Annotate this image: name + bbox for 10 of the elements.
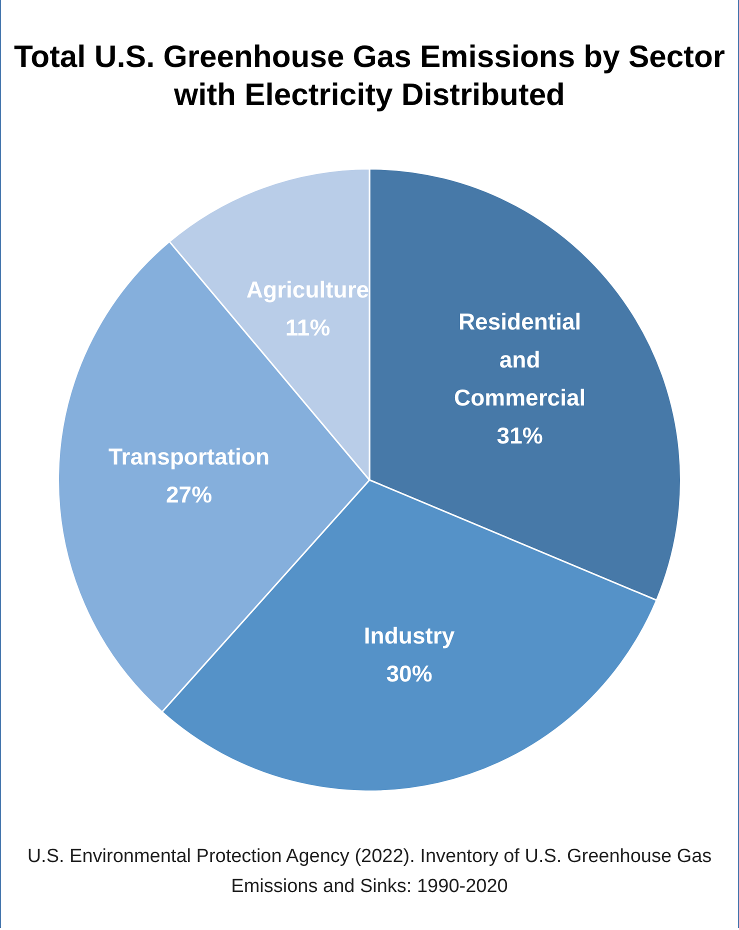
chart-title: Total U.S. Greenhouse Gas Emissions by Sector with Electricity Distributed [13,38,726,114]
slice-label: Agriculture [246,276,370,303]
slice-label: Industry [364,622,455,648]
data-label: 11% [285,314,330,341]
slice-label: Transportation [108,443,270,470]
data-label: 27% [166,481,212,508]
data-label: 30% [386,660,432,686]
slice-label: Residential and Commercial [454,308,586,410]
text: U.S. Environmental Protection Agency (2022). Inventory of U.S. Greenhouse Gas Emissions and Sinks: 1990-2020 [26,845,713,899]
data-label: 31% [496,422,543,448]
